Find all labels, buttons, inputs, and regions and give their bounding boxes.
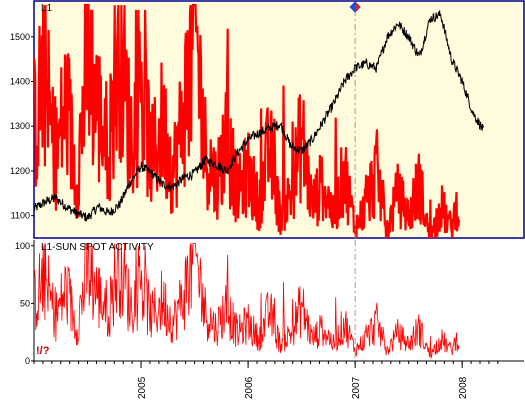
price-y-tick-label: 1300 [10,121,30,131]
time-x-axis: 2005 2006 2007 2008 [33,360,524,399]
x-tick-label: 2005 [137,376,148,399]
sunspot-y-tick-label: 100 [15,241,30,251]
price-y-tick-label: 1100 [11,211,30,221]
price-panel-title: L1 [41,3,53,14]
price-y-tick-label: 1500 [10,32,30,42]
sunspot-overlay-line [34,3,461,238]
cursor-marker-icon[interactable] [349,1,361,13]
x-tick-label: 2008 [458,376,469,399]
warning-flag: !/? [36,345,50,357]
sunspot-y-tick-label: 0 [25,356,30,366]
sunspot-y-axis: 0 50 100 [15,240,35,366]
x-tick-label: 2007 [351,376,362,399]
sunspot-panel-title: L1-SUN SPOT ACTIVITY [41,242,154,253]
price-y-tick-label: 1400 [10,76,30,86]
price-line [33,10,485,222]
sunspot-y-tick-label: 50 [20,298,30,308]
sunspot-line [33,243,460,360]
price-series [33,10,485,222]
sunspot-overlay-series [34,3,461,238]
x-tick-label: 2006 [244,376,255,399]
price-y-tick-label: 1200 [10,166,30,176]
price-y-axis: 1100 1200 1300 1400 1500 [10,32,34,221]
sunspot-series [33,243,460,360]
